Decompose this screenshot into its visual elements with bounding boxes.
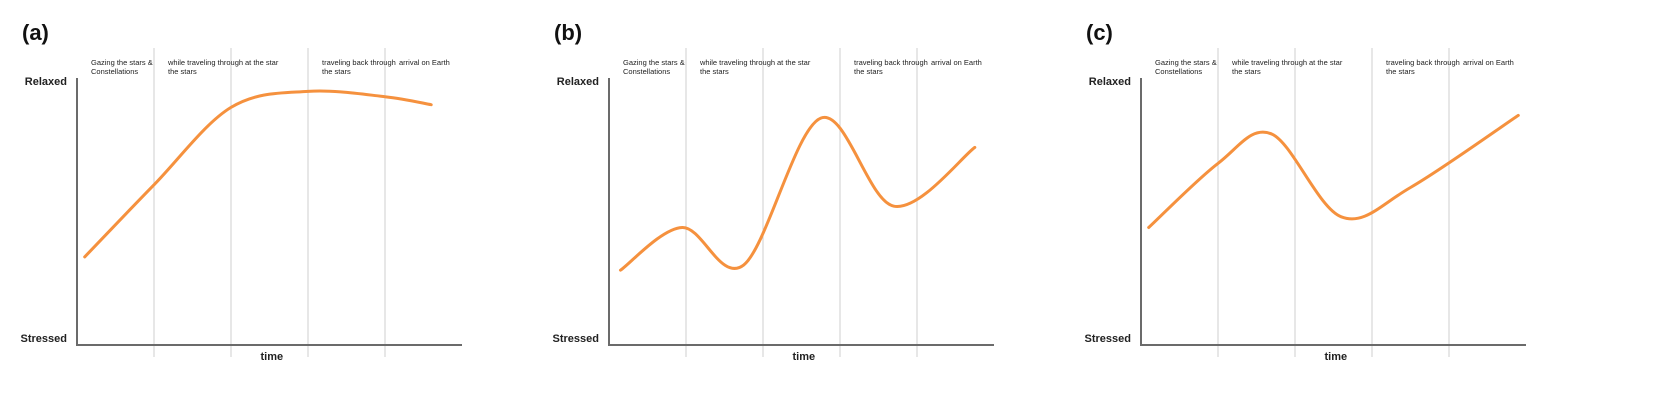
phase-label: arrival on Earth: [1463, 58, 1514, 67]
phase-label: arrival on Earth: [399, 58, 450, 67]
phase-label: Gazing the stars & Constellations: [1155, 58, 1217, 76]
phase-label: at the star: [245, 58, 279, 67]
phase-label: Gazing the stars & Constellations: [623, 58, 685, 76]
y-tick-relaxed: Relaxed: [556, 76, 599, 88]
phase-label: while traveling through the stars: [168, 58, 244, 76]
y-tick-stressed: Stressed: [552, 333, 599, 345]
phase-label: at the star: [1309, 58, 1343, 67]
phase-label: while traveling through the stars: [1232, 58, 1308, 76]
phase-label: arrival on Earth: [931, 58, 982, 67]
chart-panel-b: (b) Relaxed Stressed time Gazing the stars &…: [552, 0, 1072, 409]
panel-label: (c): [1086, 20, 1113, 45]
y-tick-stressed: Stressed: [20, 333, 67, 345]
chart-panel-c: (c) Relaxed Stressed time Gazing the stars &…: [1084, 0, 1604, 409]
series-line: [83, 89, 433, 259]
phase-label: while traveling through the stars: [700, 58, 776, 76]
panel-label: (b): [554, 20, 583, 45]
panel-label: (a): [22, 20, 49, 45]
y-tick-relaxed: Relaxed: [24, 76, 67, 88]
y-tick-stressed: Stressed: [1084, 333, 1131, 345]
chart-svg: [76, 48, 462, 357]
x-axis-label: time: [260, 351, 284, 363]
phase-label: Gazing the stars & Constellations: [91, 58, 153, 76]
series-line: [1147, 113, 1520, 229]
chart-svg: [608, 48, 994, 357]
x-axis-label: time: [792, 351, 816, 363]
chart-svg: [1140, 48, 1526, 357]
phase-label: traveling back through the stars: [322, 58, 396, 76]
phase-label: traveling back through the stars: [1386, 58, 1460, 76]
chart-panel-a: (a) Relaxed Stressed time Gazing the stars &…: [20, 0, 540, 409]
x-axis-label: time: [1324, 351, 1348, 363]
y-tick-relaxed: Relaxed: [1088, 76, 1131, 88]
phase-label: traveling back through the stars: [854, 58, 928, 76]
series-line: [619, 116, 977, 272]
phase-label: at the star: [777, 58, 811, 67]
